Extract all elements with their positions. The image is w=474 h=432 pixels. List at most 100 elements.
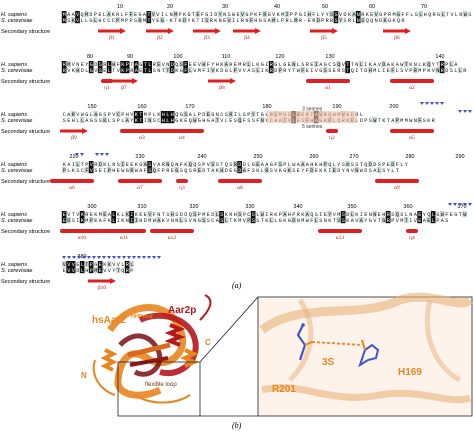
triangle-marker — [72, 256, 76, 259]
svg-text:K: K — [121, 62, 125, 68]
svg-text:L: L — [432, 212, 435, 218]
svg-text:L: L — [148, 68, 151, 74]
svg-text:K: K — [72, 168, 76, 174]
svg-text:P: P — [85, 162, 88, 168]
svg-text:L: L — [216, 212, 219, 218]
species-human-label: H. sapiens — [1, 12, 27, 18]
svg-text:E: E — [99, 268, 102, 274]
svg-text:I: I — [161, 12, 164, 18]
svg-text:P: P — [445, 62, 448, 68]
svg-text:F: F — [401, 12, 404, 18]
svg-text:A: A — [144, 162, 148, 168]
ruler-number: 60 — [369, 4, 375, 10]
svg-text:V: V — [243, 218, 247, 224]
secondary-structure-element-label: β1 — [109, 35, 115, 41]
svg-text:K: K — [214, 18, 218, 24]
svg-text:E: E — [63, 218, 66, 224]
svg-text:R: R — [441, 68, 444, 74]
svg-text:F: F — [256, 118, 259, 124]
svg-text:S: S — [445, 218, 448, 224]
svg-text:F: F — [418, 118, 421, 124]
svg-text:T: T — [216, 118, 219, 124]
svg-text:M: M — [85, 218, 88, 224]
ruler-number: 140 — [435, 54, 444, 60]
svg-text:L: L — [108, 118, 111, 124]
svg-text:R: R — [306, 62, 309, 68]
secondary-structure-element-label: α11 — [120, 235, 128, 241]
svg-text:K: K — [81, 218, 85, 224]
svg-text:L: L — [315, 218, 318, 224]
svg-text:F: F — [250, 18, 253, 24]
svg-text:A: A — [108, 212, 112, 218]
svg-text:V: V — [117, 68, 121, 74]
secondary-structure-element-label: α7 — [137, 185, 143, 191]
svg-text:P: P — [116, 18, 119, 24]
svg-text:L: L — [290, 18, 293, 24]
svg-text:S: S — [252, 168, 255, 174]
svg-text:R: R — [130, 68, 133, 74]
svg-text:M: M — [121, 18, 124, 24]
svg-text:A: A — [373, 168, 377, 174]
ruler-number: 80 — [87, 54, 93, 60]
svg-text:S: S — [134, 18, 137, 24]
svg-text:A: A — [306, 162, 310, 168]
svg-text:K: K — [117, 212, 121, 218]
three-serines-label: 3 serines — [302, 107, 323, 113]
svg-text:I: I — [364, 62, 367, 68]
svg-text:G: G — [319, 68, 322, 74]
species-yeast-label: S. cerevisiae — [1, 218, 33, 224]
svg-text:V: V — [355, 218, 359, 224]
ruler-number: 200 — [389, 104, 398, 110]
svg-text:N: N — [355, 62, 358, 68]
svg-text:K: K — [348, 12, 352, 18]
hsaar2-label: hsAar2 — [92, 315, 126, 326]
svg-text:R: R — [387, 212, 390, 218]
svg-text:L: L — [247, 62, 250, 68]
svg-text:K: K — [175, 68, 179, 74]
ruler-number: 290 — [455, 154, 464, 160]
beta-strand-arrow — [193, 28, 221, 34]
svg-text:Q: Q — [193, 162, 196, 168]
svg-text:P: P — [391, 218, 394, 224]
svg-text:K: K — [170, 18, 174, 24]
svg-text:R: R — [270, 212, 273, 218]
svg-text:Y: Y — [85, 62, 89, 68]
svg-text:S: S — [76, 168, 79, 174]
svg-text:H: H — [171, 112, 174, 118]
svg-text:R: R — [299, 18, 302, 24]
svg-text:S: S — [234, 118, 237, 124]
svg-text:F: F — [85, 168, 88, 174]
svg-text:T: T — [396, 168, 399, 174]
svg-text:W: W — [463, 212, 467, 218]
beta-strand-arrow — [146, 28, 174, 34]
svg-text:A: A — [216, 218, 220, 224]
svg-text:W: W — [121, 168, 125, 174]
svg-text:A: A — [211, 118, 215, 124]
svg-text:P: P — [94, 12, 97, 18]
svg-text:K: K — [324, 168, 328, 174]
svg-text:T: T — [112, 68, 115, 74]
svg-text:D: D — [243, 162, 246, 168]
svg-text:E: E — [297, 168, 300, 174]
svg-text:C: C — [157, 118, 160, 124]
svg-text:M: M — [85, 12, 88, 18]
svg-text:S: S — [415, 12, 418, 18]
svg-text:Y: Y — [301, 168, 305, 174]
svg-text:L: L — [400, 162, 403, 168]
svg-text:K: K — [256, 168, 260, 174]
svg-text:S: S — [94, 168, 97, 174]
triangle-marker — [147, 256, 151, 259]
alpha-helix-bar — [375, 179, 419, 183]
ruler-number: 90 — [127, 54, 133, 60]
svg-text:N: N — [223, 12, 226, 18]
svg-text:K: K — [427, 68, 431, 74]
svg-text:S: S — [99, 62, 102, 68]
svg-text:L: L — [130, 262, 133, 268]
alpha-helix-bar — [150, 229, 194, 233]
triangle-marker — [102, 256, 106, 259]
secondary-structure-label: Secondary structure — [1, 229, 50, 235]
svg-text:K: K — [265, 218, 269, 224]
svg-text:K: K — [256, 62, 260, 68]
svg-text:S: S — [247, 118, 250, 124]
